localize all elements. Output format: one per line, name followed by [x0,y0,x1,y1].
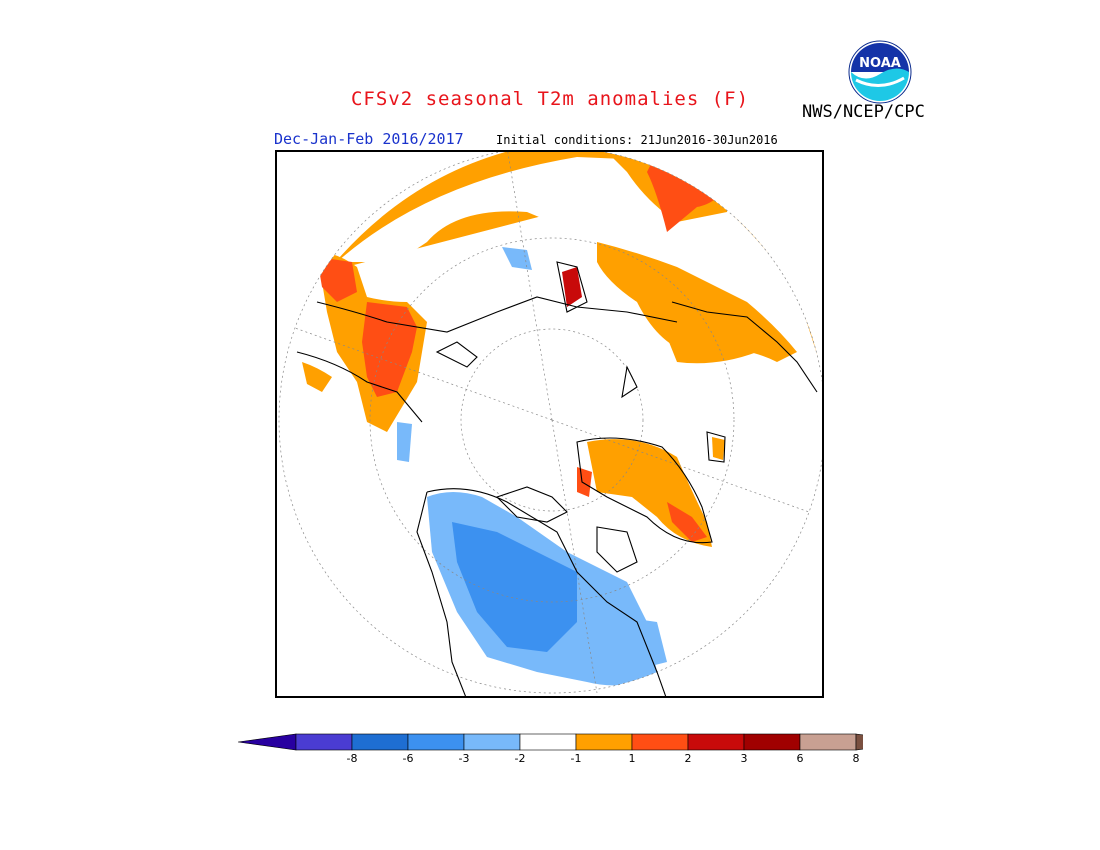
polar-map [278,152,822,696]
strong-warm-anomaly-region [562,267,582,307]
legend-swatch [519,733,577,751]
graticule [278,152,822,694]
legend-tick-label: 2 [684,752,692,765]
legend-tick-label: -1 [570,752,582,765]
warm-anomaly-region [302,362,332,392]
legend-tick-label: -3 [458,752,470,765]
legend-arrow-low [238,733,297,751]
legend-tick-label: -8 [346,752,358,765]
legend-swatch [407,733,465,751]
season-label: Dec-Jan-Feb 2016/2017 [274,130,464,148]
legend-arrow-high [855,733,863,751]
legend-tick-label: 3 [740,752,748,765]
legend-swatch [463,733,521,751]
legend-swatch [631,733,689,751]
noaa-logo-icon: NOAA [848,40,912,104]
chart-title: CFSv2 seasonal T2m anomalies (F) [350,88,750,110]
warm-anomaly-region [657,312,757,364]
warm-anomaly-region [712,437,725,460]
initial-conditions-label: Initial conditions: 21Jun2016-30Jun2016 [496,133,778,147]
cool-anomaly-region [397,422,412,462]
noaa-logo-text: NOAA [859,56,901,71]
legend-swatch [351,733,409,751]
legend-swatch [687,733,745,751]
legend-swatch [799,733,857,751]
agency-label: NWS/NCEP/CPC [802,102,925,122]
legend-tick-label: 1 [628,752,636,765]
map-panel [275,150,824,698]
legend-swatch [743,733,801,751]
strong-warm-anomaly-region [667,502,707,542]
legend-tick-label: 6 [796,752,804,765]
color-legend [238,733,863,751]
legend-tick-label: 8 [852,752,860,765]
legend-tick-label: -2 [514,752,526,765]
strong-warm-anomaly-region [577,467,592,497]
strong-cool-anomaly-region [452,522,577,652]
legend-swatch [575,733,633,751]
legend-tick-label: -6 [402,752,414,765]
legend-swatch [295,733,353,751]
cool-anomaly-region [502,247,532,270]
coastlines [296,261,818,696]
strong-warm-anomaly-region [317,257,357,302]
strong-warm-anomaly-region [362,302,417,397]
warm-anomaly-region [337,157,727,262]
